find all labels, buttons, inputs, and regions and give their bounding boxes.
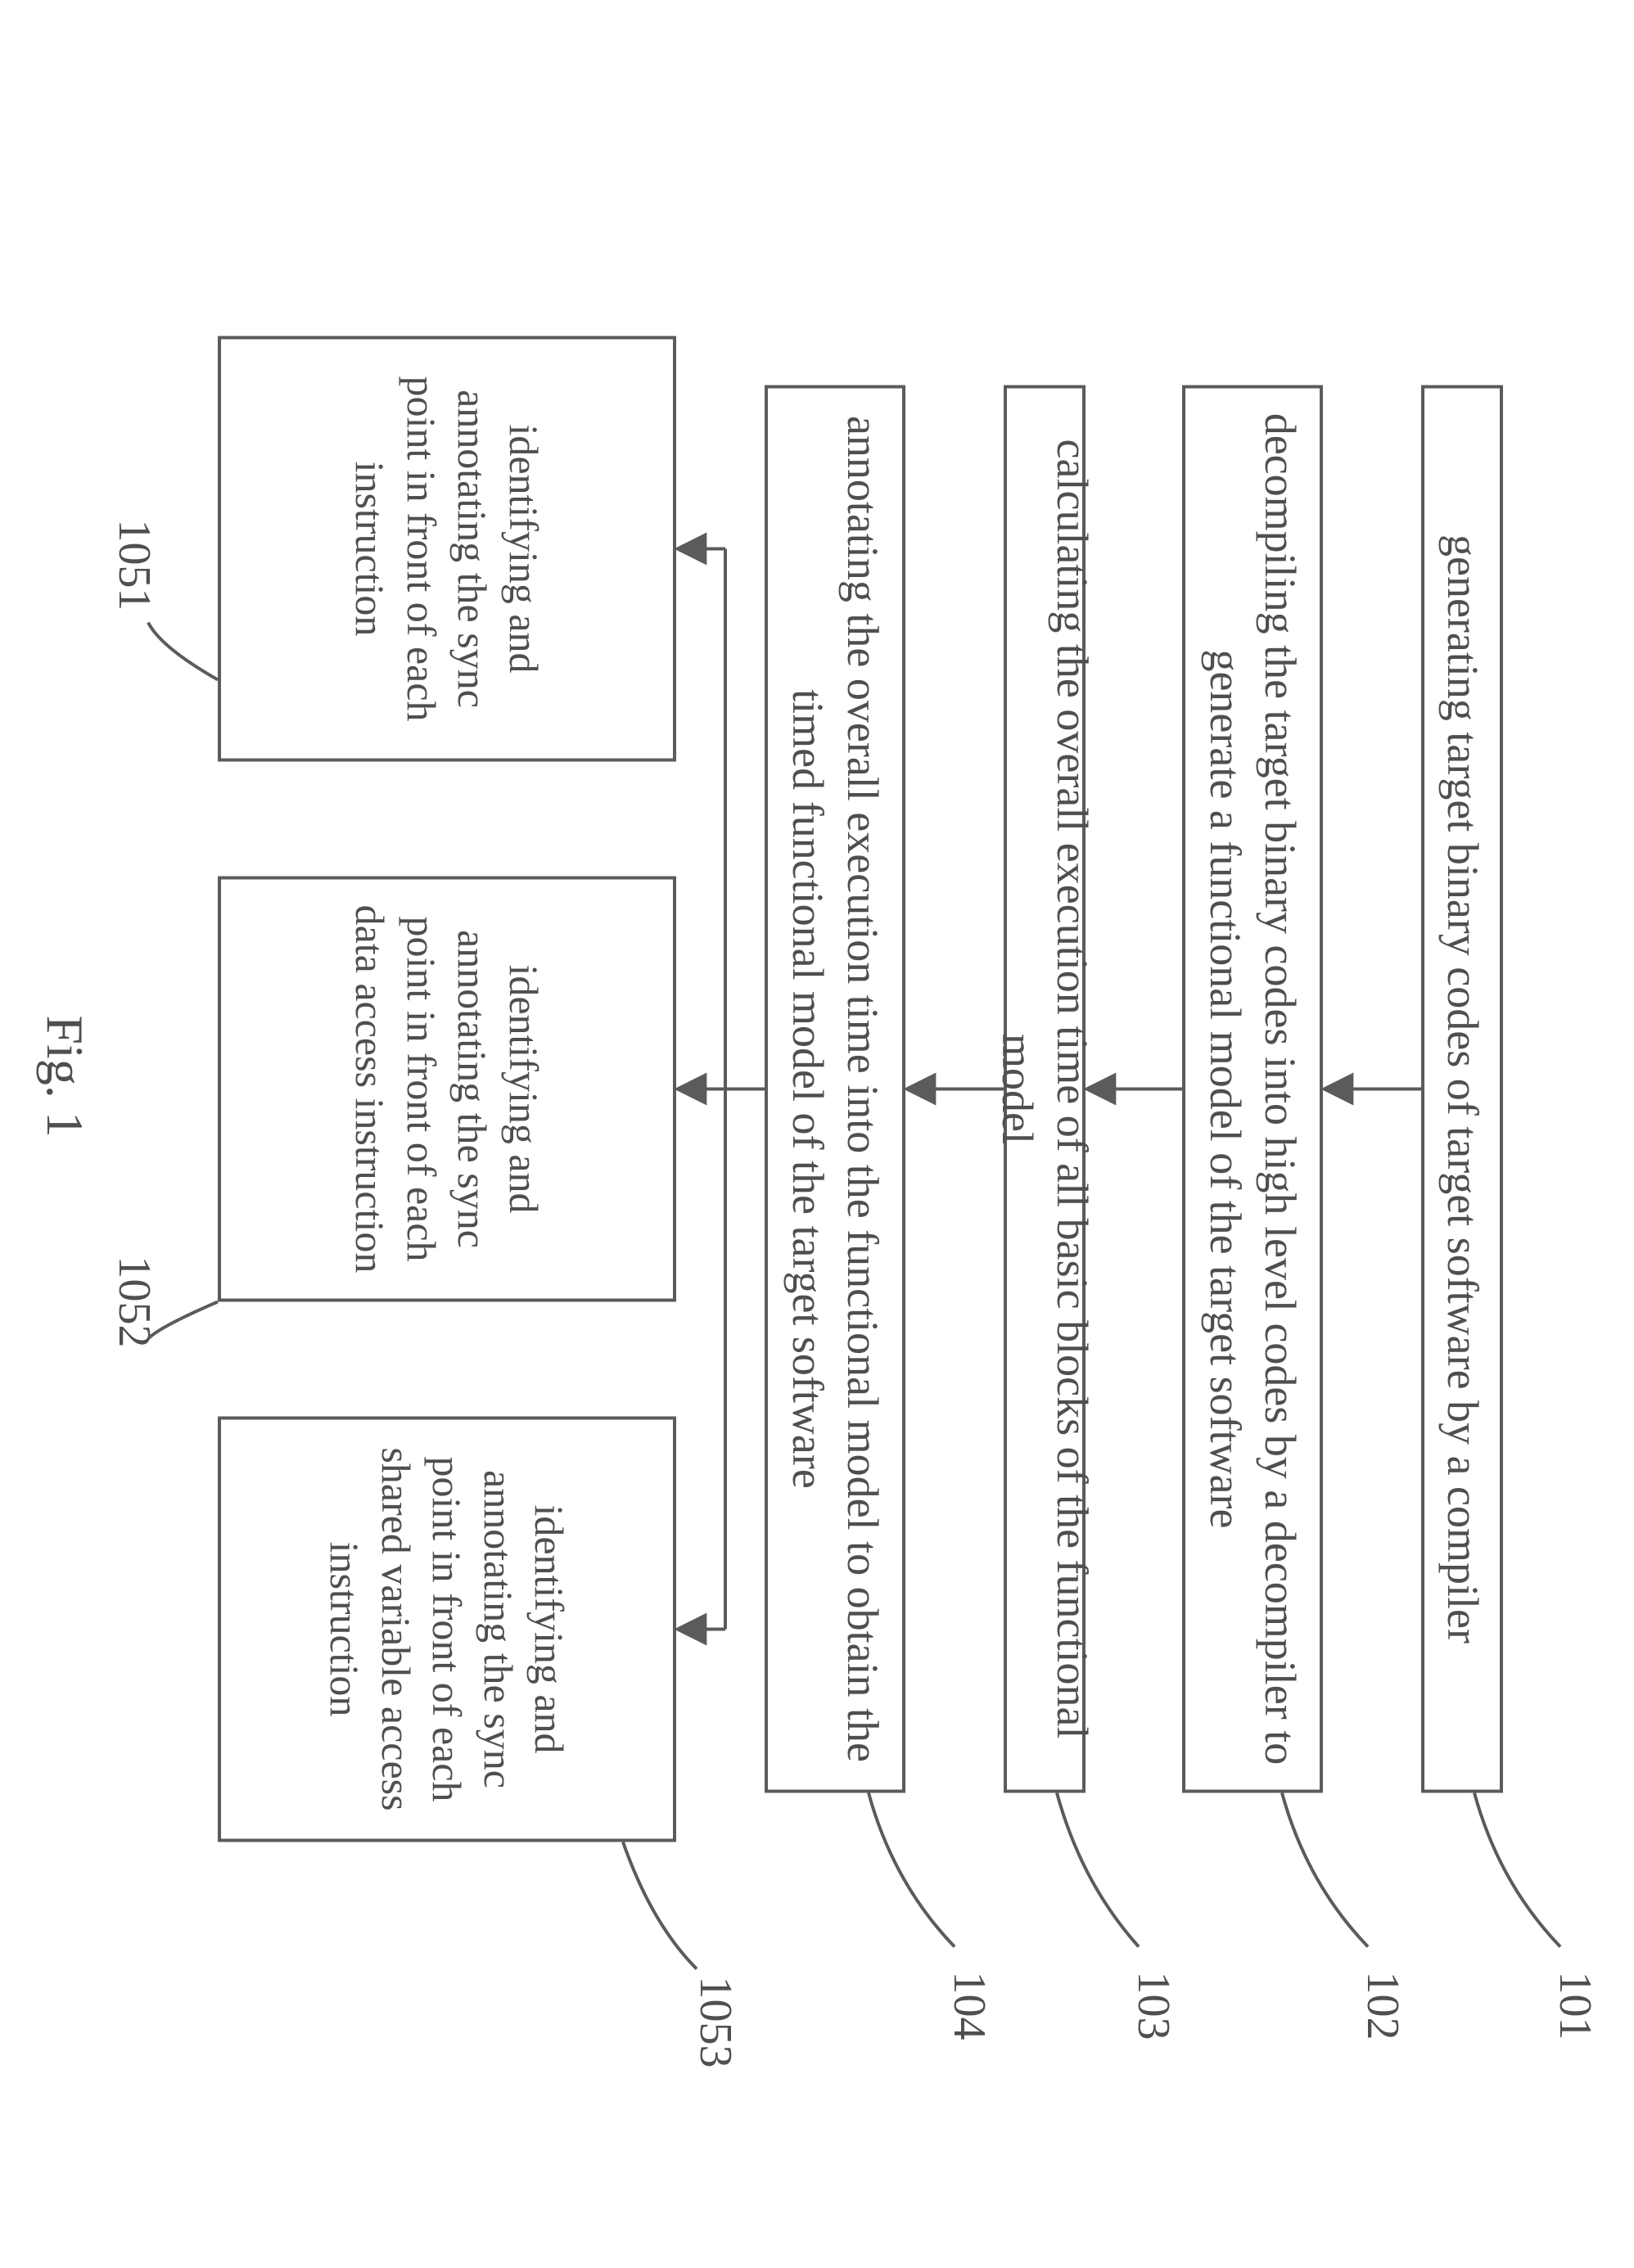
step-102-text: decompiling the target binary codes into… [1198, 408, 1308, 1770]
step-101-box: generating target binary codes of target… [1421, 385, 1503, 1792]
step-103-text: calculating the overall execution time o… [990, 408, 1100, 1770]
branch-1051-box: identifying and annotating the sync poin… [218, 336, 676, 761]
step-101-text: generating target binary codes of target… [1434, 534, 1490, 1644]
step-104-box: annotating the overall execution time in… [765, 385, 905, 1792]
step-103-box: calculating the overall execution time o… [1004, 385, 1086, 1792]
label-1052: 1052 [108, 1228, 160, 1375]
label-1051: 1051 [108, 491, 160, 638]
branch-1051-text: identifying and annotating the sync poin… [345, 355, 549, 742]
branch-1052-text: identifying and annotating the sync poin… [345, 895, 549, 1282]
branch-1053-box: identifying and annotating the sync poin… [218, 1416, 676, 1842]
step-104-text: annotating the overall execution time in… [780, 408, 891, 1770]
label-104: 104 [943, 1948, 995, 2063]
label-103: 103 [1127, 1948, 1180, 2063]
branch-1053-text: identifying and annotating the sync poin… [319, 1436, 576, 1822]
label-102: 102 [1356, 1948, 1409, 2063]
figure-label: Fig. 1 [34, 1015, 95, 1137]
label-1053: 1053 [689, 1948, 742, 2095]
label-101: 101 [1549, 1948, 1601, 2063]
step-102-box: decompiling the target binary codes into… [1182, 385, 1323, 1792]
branch-1052-box: identifying and annotating the sync poin… [218, 876, 676, 1301]
